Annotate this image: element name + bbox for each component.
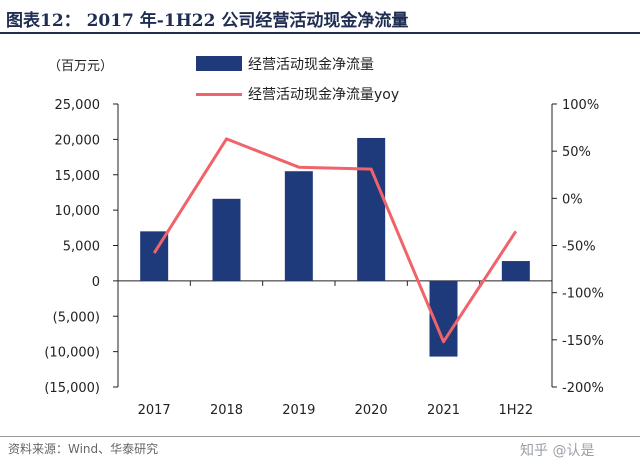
y-left-tick-label: (10,000) [44,346,100,361]
bar [357,137,386,281]
x-tick-label: 1H22 [499,403,534,418]
y-left-tick-label: 5,000 [63,240,100,255]
y-right-tick-label: -50% [562,240,596,255]
y-right-tick-label: -200% [562,381,604,396]
x-tick-label: 2019 [282,403,315,418]
y-left-tick-label: (15,000) [44,381,100,396]
y-left-tick-label: 0 [92,275,100,290]
y-right-tick-label: -100% [562,287,604,302]
legend-line-swatch [196,93,242,96]
y-right-tick-label: 0% [562,192,583,207]
legend-line-label: 经营活动现金净流量yoy [248,87,400,103]
unit-label: （百万元） [48,59,114,74]
bar [284,171,313,281]
source-note: 资料来源：Wind、华泰研究 [8,442,159,456]
y-left-tick-label: 20,000 [55,133,101,148]
y-right-tick-label: 50% [562,145,591,160]
watermark: 知乎 @认是 [520,443,595,459]
y-left-tick-label: 15,000 [55,169,101,184]
x-tick-label: 2020 [355,403,388,418]
y-left-tick-label: (5,000) [53,310,100,325]
chart-title: 图表12： 2017 年-1H22 公司经营活动现金净流量 [6,11,409,31]
bar [212,198,241,281]
footer-divider [0,436,640,437]
y-left-tick-label: 25,000 [55,98,101,113]
bar [501,261,530,281]
y-right-tick-label: -150% [562,334,604,349]
legend-bar-swatch [196,56,242,71]
x-tick-label: 2018 [210,403,243,418]
yoy-line [152,137,518,344]
title-divider [0,32,640,34]
legend-bar-label: 经营活动现金净流量 [248,57,374,73]
y-right-tick-label: 100% [562,98,599,113]
x-tick-label: 2021 [427,403,460,418]
x-tick-label: 2017 [138,403,171,418]
title-bar: 图表12： 2017 年-1H22 公司经营活动现金净流量 [0,0,640,34]
y-left-tick-label: 10,000 [55,204,101,219]
